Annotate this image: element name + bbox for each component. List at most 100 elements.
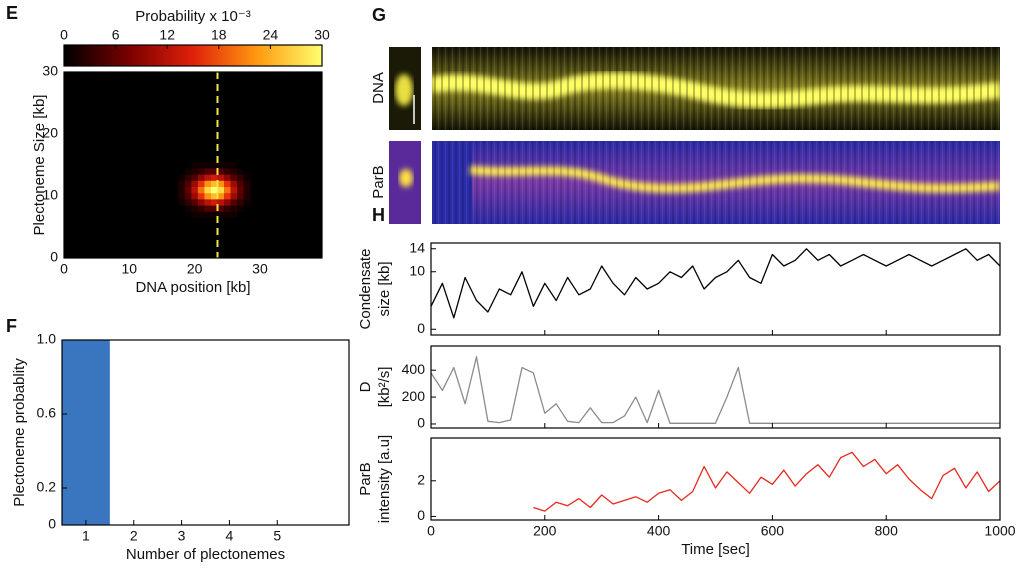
chart: 0 10 14 Condensate size [kb]: [357, 239, 1001, 336]
y-tick-label: 0: [417, 415, 425, 431]
heatmap-cell: [197, 180, 205, 187]
heatmap-cell: [197, 192, 205, 200]
heatmap-cell: [243, 174, 251, 181]
colorbar-tick-label: 6: [112, 27, 120, 43]
heatmap-cell: [217, 186, 225, 194]
dna-streaks: [432, 47, 1000, 130]
heatmap-cell: [210, 161, 218, 169]
heatmap-cell: [184, 174, 192, 181]
heatmap-cell: [178, 192, 186, 200]
heatmap-cell: [224, 168, 231, 175]
colorbar: [63, 44, 323, 67]
heatmap-cell: [210, 199, 218, 206]
chart: 0 200 400 600 800 1000 0 2 Time [sec] ParB intensi…: [357, 435, 1016, 558]
y-tick-label: 30: [42, 63, 58, 79]
panel-letter: H: [372, 205, 385, 225]
heatmap-cell: [178, 180, 186, 187]
parb-blob: [399, 169, 413, 187]
heatmap-cell: [224, 186, 231, 194]
heatmap-cell: [237, 174, 244, 181]
heatmap-cell: [230, 186, 238, 194]
heatmap-cell: [230, 211, 238, 218]
kymographs: DNA ParB: [370, 47, 1000, 224]
y-tick-label: 0: [417, 320, 425, 336]
heatmap-cell: [178, 211, 186, 218]
kymo-label: DNA: [370, 72, 387, 104]
x-tick-label: 20: [187, 261, 203, 277]
parb-streaks: [432, 141, 1000, 224]
heatmap-cell: [210, 186, 218, 194]
y-tick-label: 10: [409, 262, 425, 278]
x-axis-label: Number of plectonemes: [126, 546, 285, 563]
y-tick-label: 0.2: [37, 479, 57, 495]
heatmap-cell: [224, 192, 231, 200]
heatmap-cell: [184, 199, 192, 206]
heatmap-cell: [204, 205, 212, 212]
heatmap-cell: [184, 168, 192, 175]
heatmap-cell: [178, 199, 186, 206]
heatmap-cell: [184, 192, 192, 200]
heatmap-cell: [224, 161, 231, 169]
x-axis-label: Time [sec]: [681, 541, 750, 558]
heatmap-cell: [210, 205, 218, 212]
x-tick-label: 600: [761, 523, 785, 539]
y-tick-label: 0: [50, 249, 58, 265]
series-line: [430, 248, 1001, 319]
panel-letter: F: [6, 316, 17, 336]
heatmap-cell: [237, 168, 244, 175]
plot-frame: [63, 71, 323, 259]
heatmap-cell: [230, 192, 238, 200]
heatmap-cell: [237, 186, 244, 194]
x-tick-label: 0: [427, 523, 435, 539]
y-axis-label: D: [357, 381, 374, 392]
heatmap-cell: [224, 205, 231, 212]
heatmap-cell: [217, 168, 225, 175]
x-tick-label: 5: [273, 528, 281, 544]
chart: 0 200 400 D [kb²/s]: [357, 345, 1001, 431]
heatmap-cell: [217, 205, 225, 212]
x-tick-label: 800: [875, 523, 899, 539]
heatmap-cell: [210, 174, 218, 181]
series-line: [533, 451, 1001, 512]
colorbar-tick-label: 30: [314, 27, 330, 43]
heatmap-cell: [217, 174, 225, 181]
x-tick-label: 2: [130, 528, 138, 544]
heatmap-cell: [237, 199, 244, 206]
x-tick-label: 200: [533, 523, 557, 539]
heatmap-cell: [204, 161, 212, 169]
heatmap-cell: [197, 161, 205, 169]
heatmap-cell: [184, 205, 192, 212]
heatmap-cell: [230, 174, 238, 181]
y-tick-label: 2: [417, 471, 425, 487]
panel-letter: G: [372, 5, 386, 25]
heatmap-cell: [243, 186, 251, 194]
heatmap-cell: [197, 199, 205, 206]
heatmap-cell: [197, 174, 205, 181]
x-tick-label: 30: [252, 261, 268, 277]
heatmap-cell: [191, 168, 199, 175]
heatmap-cell: [191, 180, 199, 187]
x-tick-label: 10: [122, 261, 138, 277]
heatmap-cell: [217, 199, 225, 206]
colorbar-title: Probability x 10⁻³: [135, 8, 250, 25]
heatmap-cell: [178, 168, 186, 175]
bar: [62, 340, 110, 525]
heatmap-cell: [178, 161, 186, 169]
heatmap-cell: [243, 199, 251, 206]
y-axis-label: Plectoneme Size [kb]: [31, 95, 48, 236]
heatmap-cell: [197, 205, 205, 212]
colorbar-tick-label: 0: [60, 27, 68, 43]
heatmap-cell: [243, 161, 251, 169]
panel-letter: E: [6, 3, 18, 23]
heatmap-cell: [210, 192, 218, 200]
heatmap-cell: [243, 192, 251, 200]
y-axis-label: Condensate: [357, 249, 374, 330]
heatmap-cell: [224, 211, 231, 218]
y-tick-label: 1.0: [37, 331, 57, 347]
heatmap-cell: [204, 192, 212, 200]
y-tick-label: 0.6: [37, 405, 57, 421]
heatmap-cell: [191, 192, 199, 200]
heatmap-cell: [204, 168, 212, 175]
heatmap-cell: [224, 199, 231, 206]
